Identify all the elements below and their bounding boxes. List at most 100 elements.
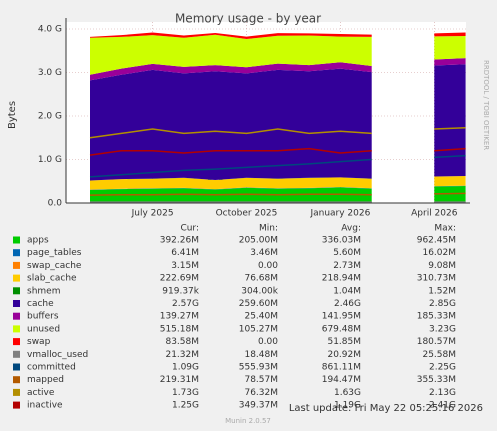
x-tick-label: July 2025: [131, 209, 174, 219]
x-tick-label: April 2026: [411, 209, 458, 219]
y-axis-label: Bytes: [7, 101, 18, 129]
legend-label: slab_cache: [27, 274, 77, 284]
area: [90, 176, 466, 190]
legend-value: 3.15M: [171, 261, 199, 271]
legend-label: buffers: [27, 312, 59, 322]
legend-value: 919.37k: [162, 286, 199, 296]
legend-label: unused: [27, 324, 60, 334]
legend-label: shmem: [27, 286, 60, 296]
legend-swatch: [13, 338, 20, 346]
legend-value: 222.69M: [160, 274, 199, 284]
legend-label: mapped: [27, 375, 64, 385]
legend-swatch: [13, 388, 20, 396]
legend-value: 336.03M: [322, 236, 361, 246]
y-tick-label: 0.0: [48, 199, 63, 209]
legend-value: 78.57M: [244, 375, 278, 385]
legend-swatch: [13, 261, 20, 269]
legend-swatch: [13, 287, 20, 295]
legend-value: 83.58M: [165, 337, 199, 347]
last-update: Last update: Fri May 22 05:25:16 2026: [289, 403, 483, 414]
legend-value: 0.00: [258, 337, 278, 347]
legend-value: 2.25G: [429, 363, 456, 373]
legend-value: 1.52M: [428, 286, 456, 296]
legend-value: 355.33M: [417, 375, 456, 385]
x-tick-label: January 2026: [309, 209, 370, 219]
legend-value: 25.58M: [422, 350, 456, 360]
legend-header: Min:: [259, 224, 278, 234]
legend-label: apps: [27, 236, 49, 246]
legend-value: 2.41G: [429, 401, 456, 411]
legend-value: 219.31M: [160, 375, 199, 385]
legend-value: 51.85M: [327, 337, 361, 347]
legend-value: 218.94M: [322, 274, 361, 284]
legend-value: 2.13G: [429, 388, 456, 398]
y-tick-label: 3.0 G: [38, 68, 62, 78]
legend-swatch: [13, 236, 20, 244]
legend-value: 76.32M: [244, 388, 278, 398]
legend-value: 1.63G: [334, 388, 361, 398]
line: [89, 147, 466, 156]
legend-value: 205.00M: [239, 236, 278, 246]
version: Munin 2.0.57: [225, 417, 271, 425]
legend-value: 25.40M: [244, 312, 278, 322]
legend-value: 1.73G: [172, 388, 199, 398]
area: [90, 34, 466, 75]
legend-value: 1.04M: [333, 286, 361, 296]
legend-header: Cur:: [180, 224, 199, 234]
legend-value: 304.00k: [241, 286, 278, 296]
legend-value: 861.11M: [322, 363, 361, 373]
legend-value: 392.26M: [160, 236, 199, 246]
legend-label: inactive: [27, 401, 63, 411]
legend-header: Max:: [434, 224, 456, 234]
legend-value: 20.92M: [327, 350, 361, 360]
legend-swatch: [13, 401, 20, 409]
legend-swatch: [13, 312, 20, 320]
legend-value: 2.57G: [172, 299, 199, 309]
legend-value: 18.48M: [244, 350, 278, 360]
line: [89, 126, 466, 139]
legend-value: 9.08M: [428, 261, 456, 271]
y-tick-label: 1.0 G: [38, 155, 62, 165]
legend-value: 2.46G: [334, 299, 361, 309]
legend-value: 76.68M: [244, 274, 278, 284]
legend-value: 1.19G: [334, 401, 361, 411]
x-tick-label: October 2025: [216, 209, 278, 219]
legend-swatch: [13, 300, 20, 307]
legend-value: 1.25G: [172, 401, 199, 411]
legend-swatch: [13, 363, 20, 371]
legend-value: 105.27M: [239, 324, 278, 334]
legend-value: 0.00: [258, 261, 278, 271]
legend-value: 3.23G: [429, 324, 456, 334]
legend-label: committed: [27, 363, 76, 373]
legend-value: 962.45M: [417, 236, 456, 246]
y-tick-label: 4.0 G: [38, 25, 62, 35]
legend-value: 21.32M: [165, 350, 199, 360]
legend-swatch: [13, 249, 20, 257]
legend-value: 259.60M: [239, 299, 278, 309]
legend-value: 2.73M: [333, 261, 361, 271]
area: [90, 32, 466, 40]
legend-swatch: [13, 350, 20, 358]
chart-title: Memory usage - by year: [175, 12, 321, 26]
legend-value: 1.09G: [172, 363, 199, 373]
legend-label: active: [27, 388, 55, 398]
legend-value: 679.48M: [322, 324, 361, 334]
line: [89, 192, 466, 196]
legend-label: vmalloc_used: [27, 350, 88, 360]
legend-value: 5.60M: [333, 248, 361, 258]
legend-value: 310.73M: [417, 274, 456, 284]
legend-label: swap: [27, 337, 51, 347]
legend-swatch: [13, 325, 20, 333]
legend-value: 515.18M: [160, 324, 199, 334]
legend-label: page_tables: [27, 248, 82, 258]
plot: [89, 32, 466, 203]
legend-value: 349.37M: [239, 401, 278, 411]
legend-value: 139.27M: [160, 312, 199, 322]
legend-value: 555.93M: [239, 363, 278, 373]
legend-header: Avg:: [341, 224, 361, 234]
legend-value: 194.47M: [322, 375, 361, 385]
legend-swatch: [13, 274, 20, 282]
legend-value: 3.46M: [250, 248, 278, 258]
line: [89, 154, 466, 178]
